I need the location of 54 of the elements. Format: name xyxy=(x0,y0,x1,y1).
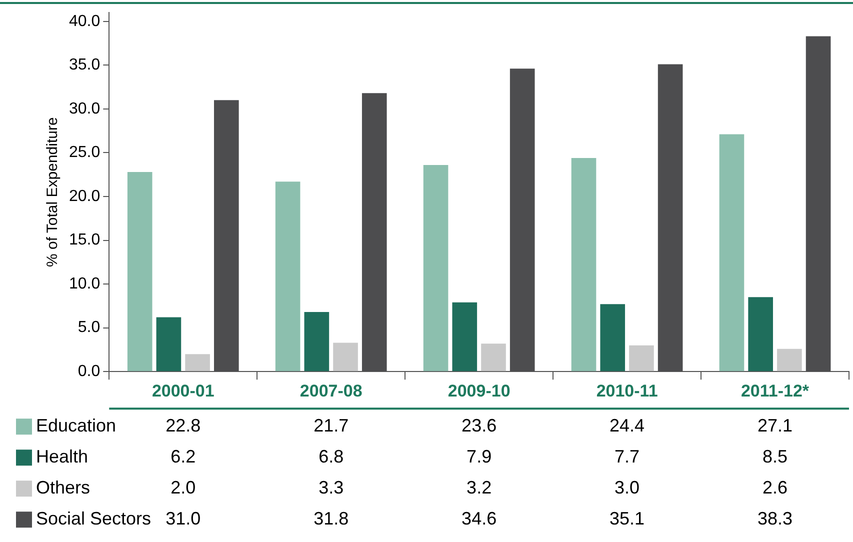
y-tick-label: 20.0 xyxy=(69,188,100,205)
data-label: 24.4 xyxy=(610,416,645,436)
y-tick-label: 15.0 xyxy=(69,232,100,249)
data-label: 21.7 xyxy=(314,416,349,436)
data-label: 3.0 xyxy=(614,478,640,498)
y-tick-label: 5.0 xyxy=(78,319,100,336)
data-label: 7.7 xyxy=(614,446,640,467)
bar xyxy=(748,297,773,372)
data-label: 35.1 xyxy=(610,508,645,529)
legend-label: Social Sectors xyxy=(36,508,152,529)
data-label: 23.6 xyxy=(462,416,497,436)
bar xyxy=(304,312,330,372)
data-label: 3.3 xyxy=(318,478,344,498)
legend-label: Health xyxy=(36,446,88,467)
data-label: 31.8 xyxy=(314,508,349,529)
data-label: 27.1 xyxy=(757,416,793,436)
bar xyxy=(452,302,478,372)
legend-label: Others xyxy=(36,478,90,498)
y-tick-label: 0.0 xyxy=(78,363,100,380)
data-label: 22.8 xyxy=(166,416,201,436)
data-label: 38.3 xyxy=(757,508,793,529)
data-label: 31.0 xyxy=(166,508,201,529)
bar xyxy=(571,158,596,372)
data-label: 2.6 xyxy=(762,478,788,498)
x-tick-label: 2011-12* xyxy=(740,381,810,400)
bar xyxy=(629,345,654,372)
data-label: 6.2 xyxy=(170,446,196,467)
bar xyxy=(777,348,802,372)
x-tick-label: 2007-08 xyxy=(300,381,362,400)
y-axis-title: % of Total Expenditure xyxy=(44,117,62,268)
data-label: 8.5 xyxy=(762,446,788,467)
y-tick-label: 40.0 xyxy=(69,12,100,30)
y-tick-label: 30.0 xyxy=(69,100,100,118)
data-label: 2.0 xyxy=(170,478,196,498)
bar xyxy=(333,342,358,372)
y-tick-label: 25.0 xyxy=(69,144,100,162)
bar xyxy=(156,317,182,372)
legend-label: Education xyxy=(36,416,116,436)
data-label: 34.6 xyxy=(462,508,497,529)
bar xyxy=(275,182,300,372)
data-label: 6.8 xyxy=(318,446,344,467)
x-tick-label: 2000-01 xyxy=(152,381,214,400)
y-tick-label: 10.0 xyxy=(69,275,100,292)
x-tick-label: 2010-11 xyxy=(596,381,658,400)
bar xyxy=(127,172,152,372)
bar xyxy=(185,354,210,372)
data-label: 3.2 xyxy=(466,478,492,498)
bar xyxy=(423,164,448,372)
bar xyxy=(719,134,744,372)
y-tick-label: 35.0 xyxy=(69,56,100,74)
bar xyxy=(600,304,626,372)
data-label: 7.9 xyxy=(466,446,492,467)
bar xyxy=(481,344,506,372)
x-tick-label: 2009-10 xyxy=(448,381,510,400)
